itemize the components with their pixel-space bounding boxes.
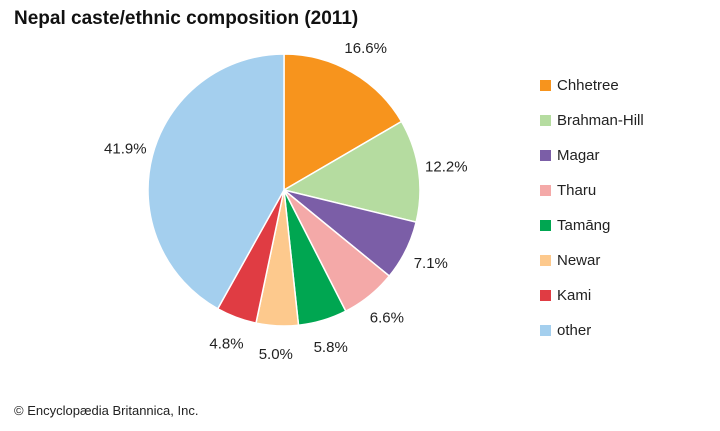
legend-label: Chhetree bbox=[557, 77, 619, 94]
legend-swatch bbox=[540, 185, 551, 196]
value-label-tamang: 5.8% bbox=[314, 339, 348, 356]
pie-slices bbox=[147, 53, 421, 327]
legend-swatch bbox=[540, 150, 551, 161]
legend-label: Newar bbox=[557, 252, 601, 269]
legend-label: Kami bbox=[557, 287, 592, 304]
copyright-credit: © Encyclopædia Britannica, Inc. bbox=[14, 403, 199, 418]
value-label-magar: 7.1% bbox=[414, 255, 448, 272]
legend-swatch bbox=[540, 290, 551, 301]
value-label-newar: 5.0% bbox=[259, 346, 293, 363]
value-label-tharu: 6.6% bbox=[370, 310, 404, 327]
legend-label: other bbox=[557, 322, 592, 339]
legend-label: Magar bbox=[557, 147, 600, 164]
pie-slice-other bbox=[147, 53, 285, 310]
legend-item-tamang: Tamāng bbox=[540, 208, 644, 243]
legend-item-other: other bbox=[540, 313, 644, 348]
value-label-other: 41.9% bbox=[104, 141, 147, 158]
value-label-chhetree: 16.6% bbox=[344, 40, 387, 57]
legend-label: Tamāng bbox=[557, 217, 611, 234]
legend-swatch bbox=[540, 80, 551, 91]
legend-item-chhetree: Chhetree bbox=[540, 68, 644, 103]
chart-title: Nepal caste/ethnic composition (2011) bbox=[14, 8, 359, 29]
legend-swatch bbox=[540, 255, 551, 266]
legend: Chhetree Brahman-Hill Magar Tharu Tamāng Newa… bbox=[540, 68, 644, 348]
value-label-brahman-hill: 12.2% bbox=[425, 158, 468, 175]
pie-slice-chhetree bbox=[283, 53, 403, 192]
legend-swatch bbox=[540, 325, 551, 336]
legend-label: Tharu bbox=[557, 182, 597, 199]
legend-item-kami: Kami bbox=[540, 278, 644, 313]
legend-label: Brahman-Hill bbox=[557, 112, 644, 129]
legend-item-tharu: Tharu bbox=[540, 173, 644, 208]
legend-swatch bbox=[540, 220, 551, 231]
pie-value-labels: 16.6% 12.2% 7.1% 6.6% 5.8% 5.0% 4.8% 41.9% bbox=[104, 40, 468, 363]
value-label-kami: 4.8% bbox=[209, 336, 243, 353]
legend-swatch bbox=[540, 115, 551, 126]
pie-slice-brahman-hill bbox=[282, 120, 421, 224]
legend-item-brahman-hill: Brahman-Hill bbox=[540, 103, 644, 138]
legend-item-magar: Magar bbox=[540, 138, 644, 173]
legend-item-newar: Newar bbox=[540, 243, 644, 278]
